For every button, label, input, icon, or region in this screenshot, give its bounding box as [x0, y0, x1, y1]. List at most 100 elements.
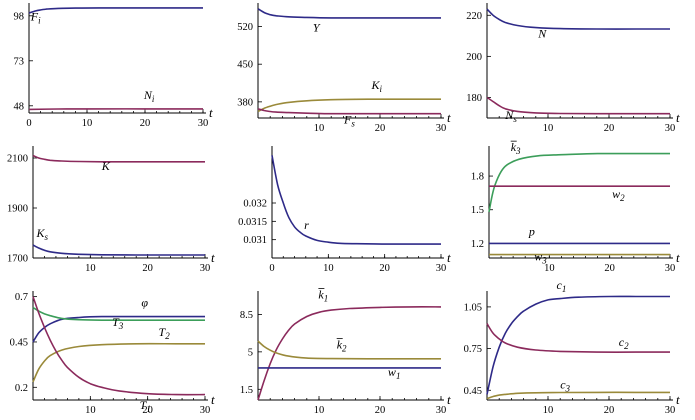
series-line-k — [32, 154, 205, 163]
y-tick-label: 0.032 — [243, 199, 267, 210]
series-line-t-2 — [32, 342, 205, 383]
series-label-n-i: Ni — [143, 88, 155, 104]
series-label-sub: 2 — [624, 341, 629, 351]
x-tick-label: 10 — [85, 405, 96, 416]
series-label-sub: 1 — [562, 284, 567, 294]
x-tick-label: 10 — [543, 405, 554, 416]
series-label-sub: 2 — [165, 331, 170, 341]
series-label-n-s: Ns — [504, 108, 517, 124]
series-label-main: Y — [313, 21, 321, 35]
series-label-sub: 3 — [565, 383, 571, 393]
series-label-main: T — [112, 315, 120, 329]
series-label-main: K — [101, 159, 111, 173]
x-tick-label: 20 — [604, 123, 615, 134]
series-line-n-s — [486, 96, 670, 115]
series-line-c-2 — [486, 323, 670, 353]
series-label-sub: 2 — [342, 344, 347, 354]
x-tick-label: 30 — [665, 405, 676, 416]
series-label-k-2: k2 — [337, 338, 347, 354]
series-label-sub: 1 — [324, 293, 329, 303]
series-label-w-3: w3 — [534, 250, 547, 266]
y-tick-label: 1.05 — [464, 302, 482, 313]
series-line-n — [486, 8, 670, 30]
series-label-sub: s — [513, 114, 517, 124]
panel-5: 0 10 20 30t 0.031 0.0315 0.032 r — [238, 146, 451, 274]
y-tick-label: 2100 — [7, 154, 28, 165]
x-tick-label: 20 — [375, 123, 386, 134]
series-line-k-1 — [257, 306, 442, 401]
series-label-sub: 1 — [396, 371, 401, 381]
x-tick-label: 20 — [140, 118, 151, 129]
x-tick-label: 0 — [269, 263, 274, 274]
y-tick-label: 220 — [466, 11, 482, 22]
x-tick-label: 20 — [604, 263, 615, 274]
series-label-main: w — [388, 365, 396, 379]
series-label-main: w — [612, 187, 620, 201]
x-tick-label: 30 — [436, 123, 447, 134]
x-tick-label: 10 — [544, 263, 555, 274]
series-line-k-i — [257, 98, 441, 113]
series-label-r: r — [304, 218, 309, 232]
series-line-t-3 — [32, 306, 205, 322]
x-tick-label: 10 — [323, 263, 334, 274]
series-label-t-1: T1 — [140, 398, 151, 414]
series-label-k-3: k3 — [511, 140, 521, 156]
series-label-phi: φ — [141, 296, 148, 310]
y-tick-label: 200 — [466, 52, 482, 63]
series-line-k-3 — [488, 152, 670, 213]
y-tick-label: 450 — [237, 60, 253, 71]
x-tick-label: 20 — [379, 263, 390, 274]
series-label-f-i: Fi — [30, 10, 41, 26]
x-tick-label: 30 — [665, 263, 676, 274]
series-label-k-s: Ks — [35, 226, 48, 242]
series-line-f-s — [257, 108, 441, 115]
series-label-main: w — [534, 250, 542, 264]
series-line-c-3 — [486, 391, 670, 400]
x-axis-label: t — [447, 250, 451, 265]
series-label-main: T — [140, 398, 148, 412]
y-tick-label: 0.2 — [15, 383, 28, 394]
series-label-main: T — [159, 325, 167, 339]
x-tick-label: 10 — [314, 405, 325, 416]
x-axis-label: t — [447, 392, 451, 407]
y-tick-label: 180 — [466, 93, 482, 104]
x-tick-label: 20 — [375, 405, 386, 416]
y-tick-label: 5 — [248, 347, 253, 358]
series-label-main: k — [337, 338, 343, 352]
y-tick-label: 0.0315 — [238, 217, 267, 228]
series-label-sub: 3 — [541, 256, 547, 266]
x-tick-label: 30 — [198, 118, 209, 129]
series-label-k: K — [101, 159, 111, 173]
series-label-main: K — [370, 78, 380, 92]
x-axis-label: t — [211, 392, 215, 407]
x-axis-label: t — [209, 105, 213, 120]
series-line-f-i — [28, 7, 203, 14]
y-tick-label: 8.5 — [240, 310, 253, 321]
y-tick-label: 1.5 — [240, 385, 253, 396]
series-label-sub: s — [351, 119, 355, 129]
series-line-n-i — [28, 108, 203, 111]
series-label-main: r — [304, 218, 309, 232]
series-label-p: p — [528, 224, 535, 238]
y-tick-label: 0.7 — [15, 292, 28, 303]
series-label-main: F — [343, 113, 352, 127]
x-tick-label: 20 — [604, 405, 615, 416]
series-label-sub: s — [44, 232, 48, 242]
x-tick-label: 0 — [26, 118, 31, 129]
y-tick-label: 520 — [237, 22, 253, 33]
series-label-c-2: c2 — [619, 335, 629, 351]
series-label-sub: 2 — [620, 193, 625, 203]
series-line-r — [271, 155, 441, 245]
series-label-main: N — [143, 88, 153, 102]
series-label-t-2: T2 — [159, 325, 171, 341]
x-tick-label: 30 — [436, 405, 447, 416]
x-tick-label: 20 — [142, 405, 153, 416]
x-axis-label: t — [447, 110, 451, 125]
y-tick-label: 1700 — [7, 254, 28, 265]
x-tick-label: 10 — [314, 123, 325, 134]
series-label-n: N — [537, 27, 547, 41]
